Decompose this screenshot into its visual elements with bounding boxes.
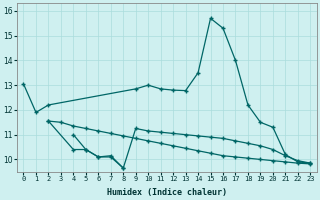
X-axis label: Humidex (Indice chaleur): Humidex (Indice chaleur): [107, 188, 227, 197]
